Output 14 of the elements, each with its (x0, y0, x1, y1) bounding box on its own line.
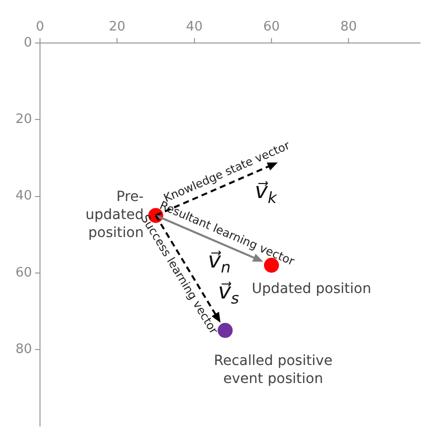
y-tick-label: 80 (15, 342, 32, 357)
x-tick-label: 40 (186, 20, 203, 35)
y-tick-label: 40 (15, 188, 32, 204)
y-tick-label: 60 (15, 265, 32, 280)
x-tick-label: 80 (340, 20, 357, 35)
x-tick-label: 60 (263, 20, 280, 35)
x-tick-label: 0 (36, 20, 44, 35)
y-tick-label: 0 (24, 35, 32, 50)
point (218, 322, 233, 338)
annotation: Updated position (252, 280, 372, 297)
annotation: Pre- updated position (86, 189, 144, 242)
y-tick-label: 20 (15, 112, 32, 128)
x-tick-label: 20 (108, 20, 126, 35)
annotation: Recalled positive event position (214, 353, 332, 388)
